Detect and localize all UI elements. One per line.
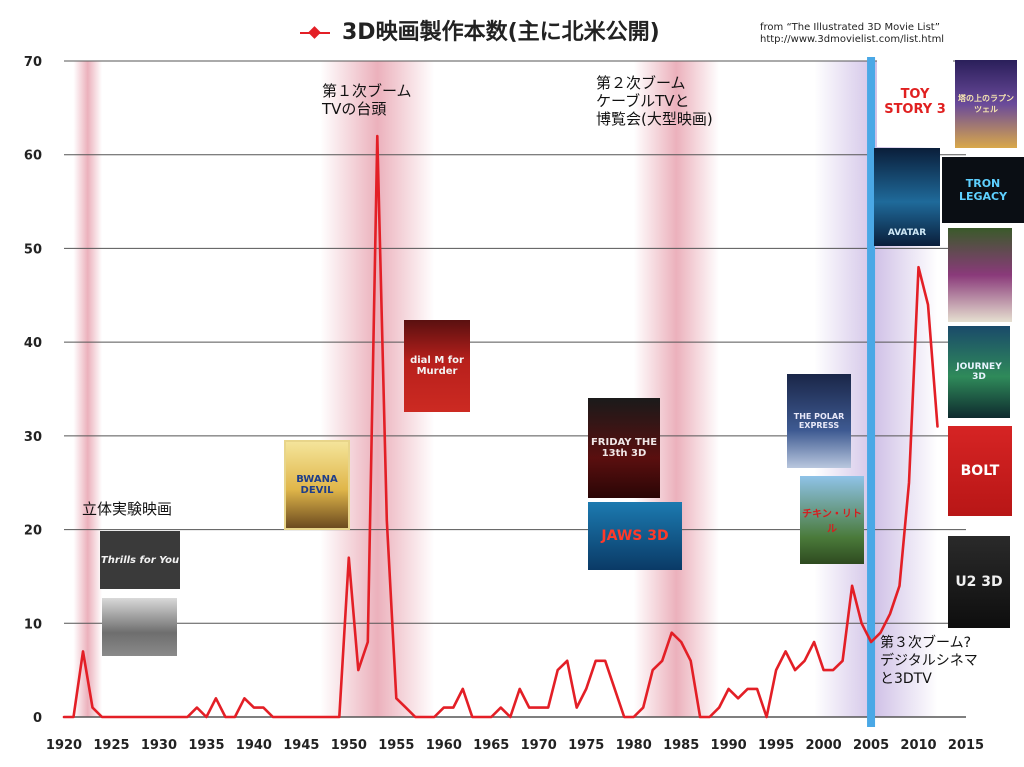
x-tick-label: 1990 xyxy=(711,738,747,753)
poster-thrills-for-you: Thrills for You xyxy=(100,531,180,589)
poster-dial-m-for-murder: dial M for Murder xyxy=(404,320,470,412)
poster-bolt: BOLT xyxy=(948,426,1012,516)
poster-tangled: 塔の上のラプンツェル xyxy=(955,60,1017,148)
x-tick-label: 1930 xyxy=(141,738,177,753)
source-line-1: from “The Illustrated 3D Movie List” xyxy=(760,22,940,33)
poster-train-photo xyxy=(102,598,177,656)
series-line-path xyxy=(62,134,939,719)
year-marker-bar xyxy=(867,57,876,727)
x-tick-label: 1985 xyxy=(663,738,699,753)
source-note: from “The Illustrated 3D Movie List” htt… xyxy=(760,22,944,46)
year-2005-marker xyxy=(867,57,876,727)
poster-friday-the-13th: FRIDAY THE 13th 3D xyxy=(588,398,660,498)
poster-alice-in-wonderland xyxy=(948,228,1012,322)
poster-u2-3d: U2 3D xyxy=(948,536,1010,628)
poster-avatar: AVATAR xyxy=(874,148,940,246)
y-tick-label: 0 xyxy=(33,711,42,726)
x-tick-label: 1940 xyxy=(236,738,272,753)
chart-title-text: 3D映画製作本数(主に北米公開) xyxy=(342,20,660,45)
x-tick-label: 1980 xyxy=(616,738,652,753)
poster-jaws-3d: JAWS 3D xyxy=(588,502,682,570)
annotation-boom3: 第３次ブーム? デジタルシネマ と3DTV xyxy=(880,635,978,687)
source-line-2: http://www.3dmovielist.com/list.html xyxy=(760,34,945,45)
x-tick-label: 1925 xyxy=(93,738,129,753)
chart-title: 3D映画製作本数(主に北米公開) xyxy=(300,14,660,46)
x-tick-label: 2000 xyxy=(805,738,841,753)
y-tick-label: 30 xyxy=(24,430,42,445)
x-tick-label: 2005 xyxy=(853,738,889,753)
highlight-band xyxy=(73,61,102,717)
annotation-boom2: 第２次ブーム ケーブルTVと 博覧会(大型映画) xyxy=(596,74,713,128)
poster-journey-3d: JOURNEY 3D xyxy=(948,326,1010,418)
poster-chicken-little: チキン・リトル xyxy=(800,476,864,564)
poster-tron-legacy: TRON LEGACY xyxy=(942,157,1024,223)
poster-polar-express: THE POLAR EXPRESS xyxy=(787,374,851,468)
x-tick-label: 1995 xyxy=(758,738,794,753)
x-tick-label: 1920 xyxy=(46,738,82,753)
highlight-band xyxy=(633,61,720,717)
legend-marker-icon xyxy=(300,26,330,40)
x-tick-label: 1955 xyxy=(378,738,414,753)
y-tick-label: 10 xyxy=(24,617,42,632)
y-tick-label: 50 xyxy=(24,242,42,257)
x-tick-label: 1965 xyxy=(473,738,509,753)
y-tick-label: 40 xyxy=(24,336,42,351)
y-tick-label: 60 xyxy=(24,149,42,164)
y-tick-label: 70 xyxy=(24,55,42,70)
annotation-boom1: 第１次ブーム TVの台頭 xyxy=(322,82,412,118)
x-axis: 1920 1925 1930 1935 1940 1945 1950 1955 1960 1965… xyxy=(46,738,984,753)
poster-bwana-devil: BWANA DEVIL xyxy=(284,440,350,530)
x-tick-label: 1970 xyxy=(521,738,557,753)
y-tick-label: 20 xyxy=(24,524,42,539)
x-tick-label: 1945 xyxy=(283,738,319,753)
x-tick-label: 1960 xyxy=(426,738,462,753)
y-axis: 0 10 20 30 40 50 60 70 xyxy=(24,55,42,726)
x-tick-label: 1935 xyxy=(188,738,224,753)
x-tick-label: 1975 xyxy=(568,738,604,753)
x-tick-label: 2015 xyxy=(948,738,984,753)
x-tick-label: 2010 xyxy=(900,738,936,753)
poster-toy-story-3: TOY STORY 3 xyxy=(877,57,953,147)
annotation-experimental: 立体実験映画 xyxy=(82,500,173,518)
x-tick-label: 1950 xyxy=(331,738,367,753)
series-line xyxy=(62,134,939,719)
